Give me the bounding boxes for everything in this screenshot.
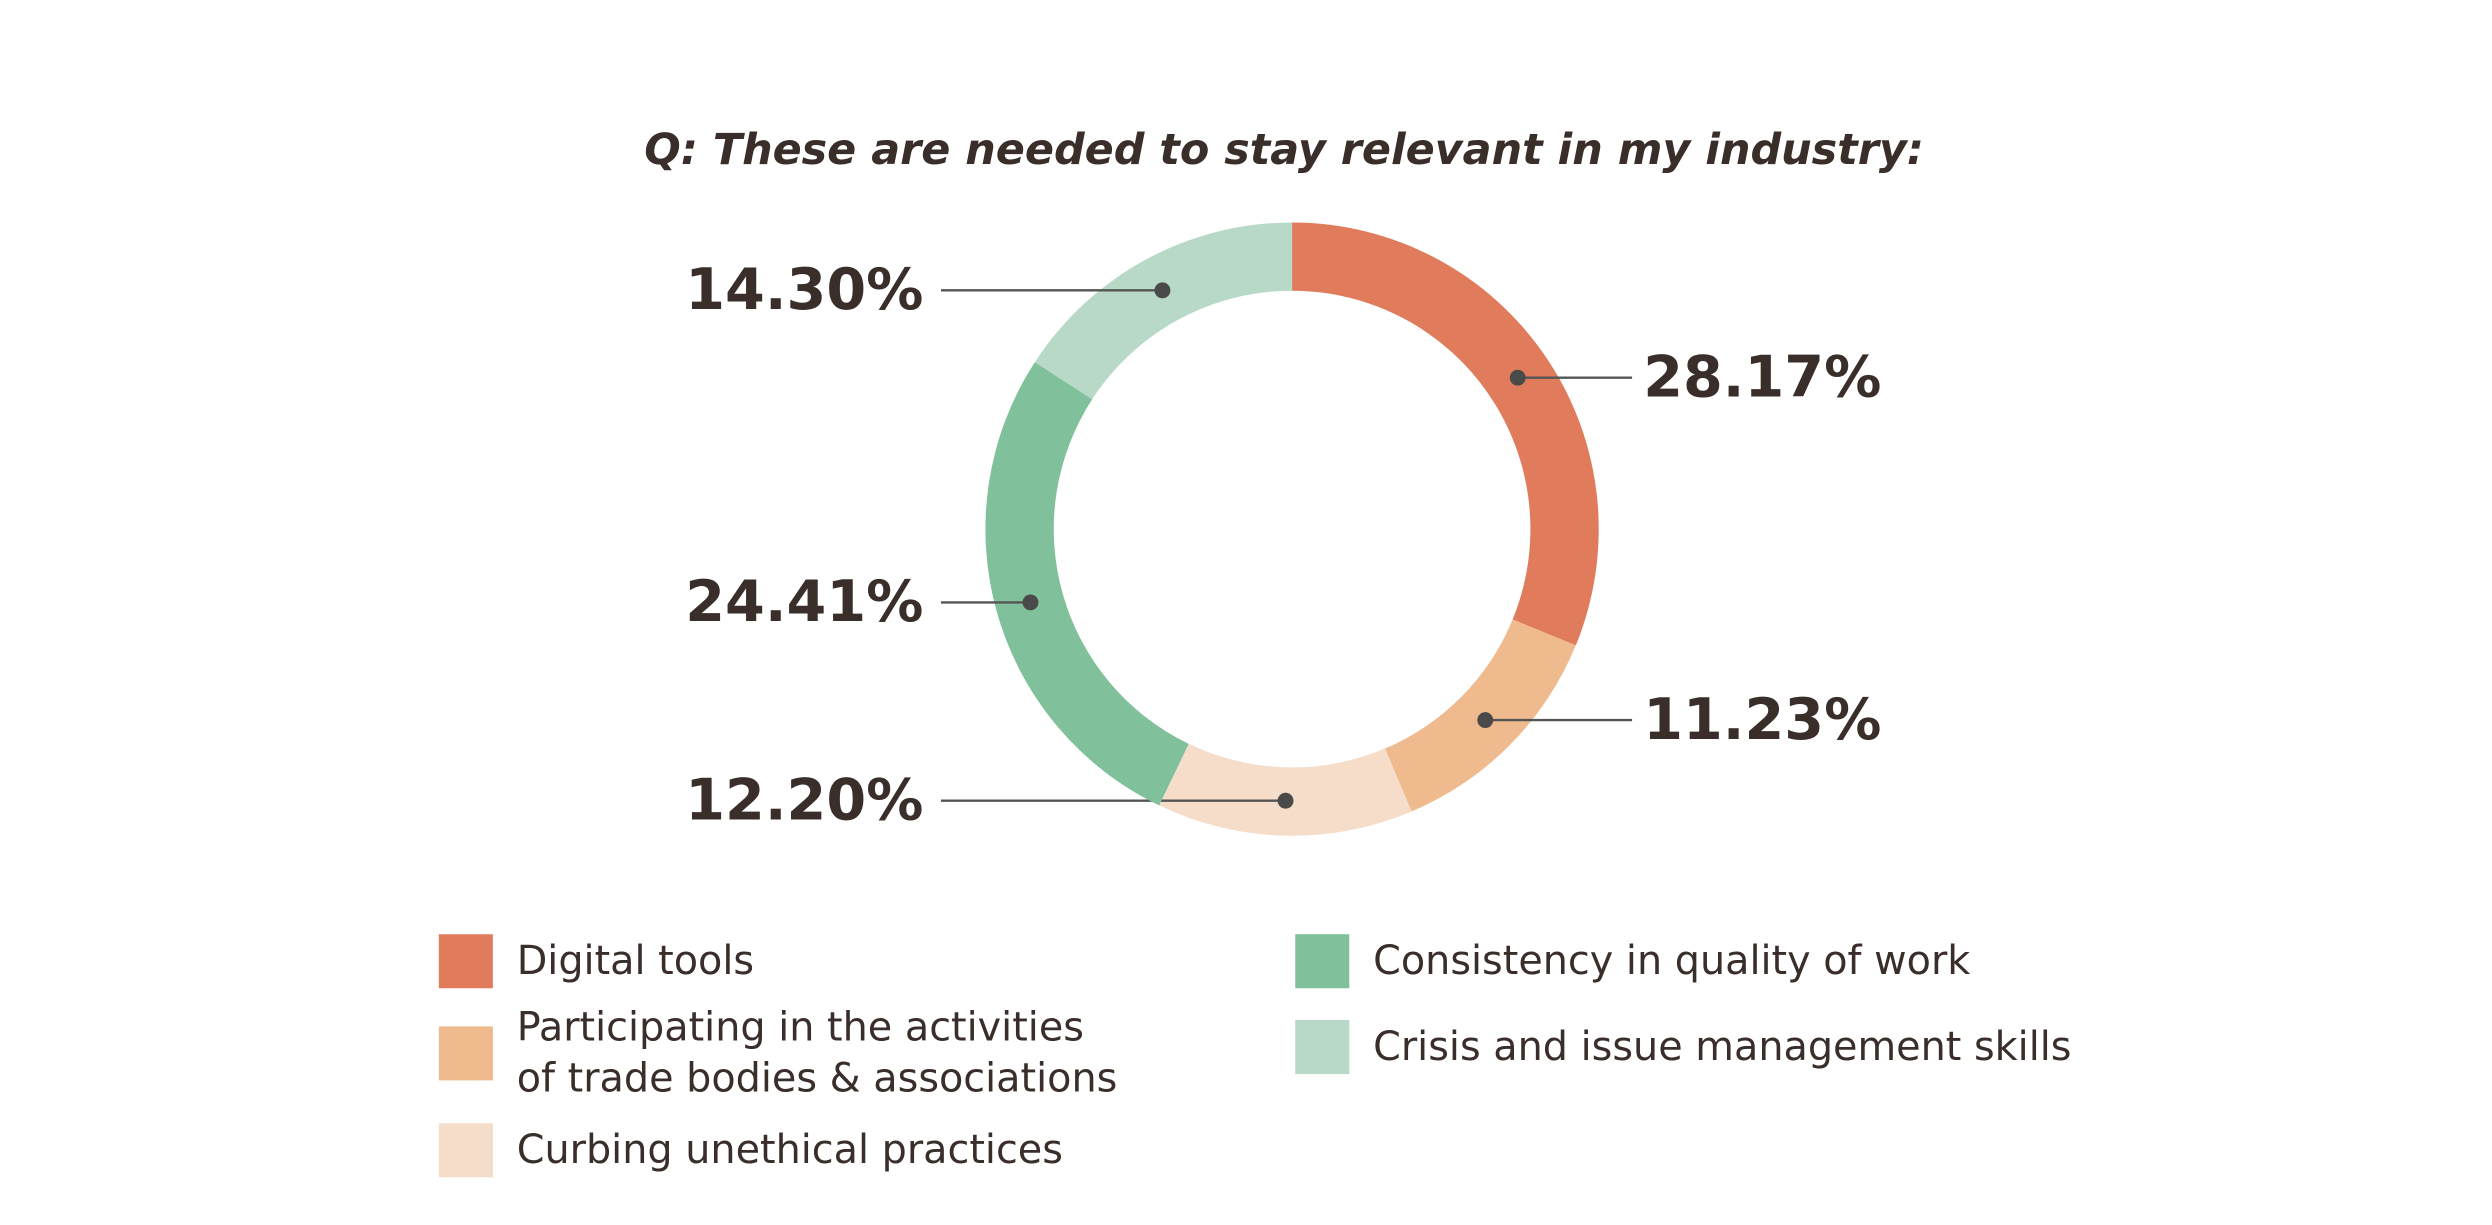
value-label: 12.20% <box>685 768 923 834</box>
leader-dot <box>1154 282 1171 299</box>
legend-swatch <box>438 1026 493 1081</box>
legend-label: Digital tools <box>516 937 755 984</box>
legend-label: Curbing unethical practices <box>516 1126 1063 1173</box>
legend-label: Crisis and issue management skills <box>1373 1023 2072 1070</box>
legend-label: Consistency in quality of work <box>1373 937 1971 984</box>
legend-swatch <box>1295 1020 1350 1075</box>
legend-swatch <box>438 1123 493 1178</box>
legend-item: Crisis and issue management skills <box>1373 1023 2072 1070</box>
chart-title: Q: These are needed to stay relevant in … <box>644 125 1924 175</box>
leader-dot <box>1022 594 1039 611</box>
value-label: 24.41% <box>685 569 923 635</box>
legend-item: Digital tools <box>516 937 755 984</box>
legend-item: Curbing unethical practices <box>516 1126 1063 1173</box>
donut-segment <box>1034 222 1293 400</box>
legend-swatch <box>438 934 493 989</box>
donut-segment <box>1292 222 1599 646</box>
donut-segment <box>985 362 1189 806</box>
leader-dot <box>1277 792 1294 809</box>
leader-dot <box>1477 712 1494 729</box>
legend-item: Participating in the activities of trade… <box>516 1004 1118 1102</box>
value-label: 11.23% <box>1643 687 1881 753</box>
legend-item: Consistency in quality of work <box>1373 937 1971 984</box>
donut-segment <box>1159 743 1412 836</box>
legend-label: Participating in the activities of trade… <box>516 1004 1118 1102</box>
legend-swatch <box>1295 934 1350 989</box>
value-label: 14.30% <box>685 257 923 323</box>
leader-dot <box>1509 369 1526 386</box>
value-label: 28.17% <box>1643 345 1881 411</box>
